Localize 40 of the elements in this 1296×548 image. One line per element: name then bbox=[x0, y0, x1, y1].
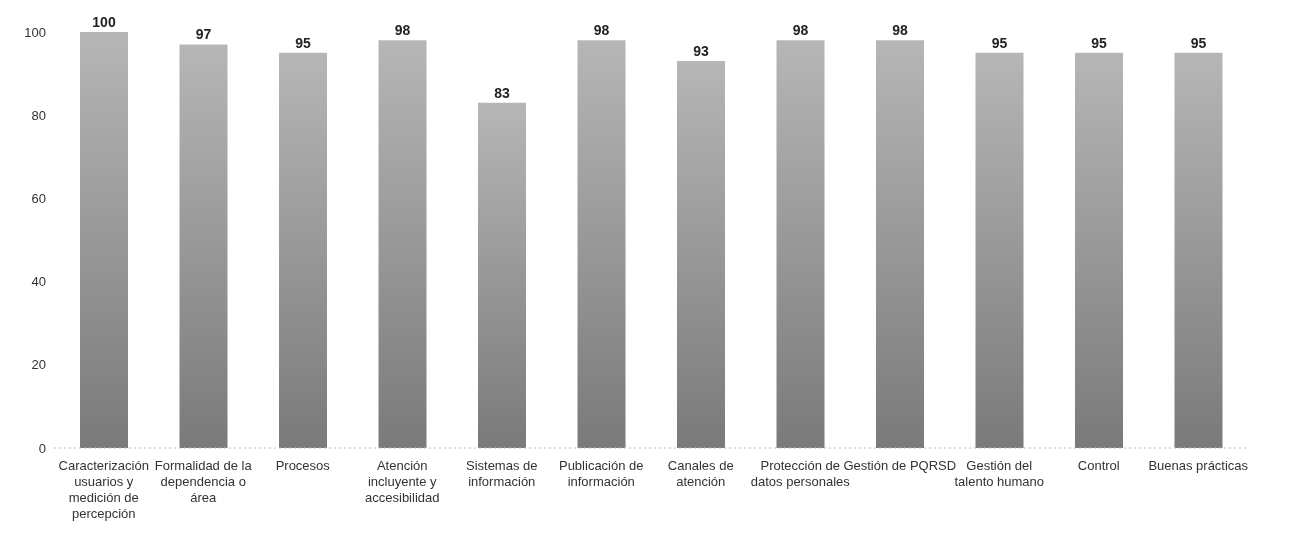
data-label: 93 bbox=[693, 43, 709, 60]
bar bbox=[1174, 52, 1223, 448]
x-tick-label: Procesos bbox=[275, 458, 331, 473]
data-label: 98 bbox=[593, 22, 610, 39]
x-tick-label: Sistemas de información bbox=[465, 458, 538, 489]
data-label: 95 bbox=[1190, 34, 1207, 51]
data-label: 100 bbox=[92, 14, 116, 30]
x-tick-label: Buenas prácticas bbox=[1148, 458, 1249, 473]
data-label: 97 bbox=[195, 26, 212, 43]
bar bbox=[80, 32, 128, 448]
bar bbox=[279, 52, 327, 448]
y-tick-label: 80 bbox=[31, 107, 46, 123]
x-tick-label: Caracterización usuarios y medición de percepción bbox=[58, 458, 149, 521]
y-tick-label: 40 bbox=[31, 274, 46, 290]
y-tick-label: 20 bbox=[31, 357, 46, 373]
y-tick-label: 0 bbox=[38, 440, 46, 456]
x-tick-label: Formalidad de la dependencia o área bbox=[154, 458, 253, 505]
y-tick-label: 100 bbox=[24, 24, 46, 40]
bar bbox=[577, 40, 626, 448]
data-label: 95 bbox=[295, 34, 311, 51]
data-label: 98 bbox=[792, 22, 809, 39]
x-tick-label: Control bbox=[1077, 458, 1120, 473]
bar bbox=[1075, 52, 1123, 448]
bar bbox=[179, 44, 228, 448]
data-label: 98 bbox=[394, 22, 411, 39]
y-tick-label: 60 bbox=[31, 191, 46, 207]
bar bbox=[677, 61, 725, 448]
bar bbox=[478, 102, 526, 448]
bar bbox=[378, 40, 427, 448]
x-tick-label: Publicación de información bbox=[558, 458, 644, 489]
x-tick-label: Gestión de PQRSD bbox=[843, 458, 957, 473]
x-tick-label: Canales de atención bbox=[667, 458, 734, 489]
data-label: 83 bbox=[494, 84, 510, 101]
x-tick-label: Atención incluyente y accesibilidad bbox=[365, 458, 440, 505]
data-label: 95 bbox=[991, 34, 1008, 51]
data-label: 98 bbox=[892, 22, 908, 39]
bar bbox=[975, 52, 1024, 448]
data-label: 95 bbox=[1091, 34, 1107, 51]
bar bbox=[876, 40, 924, 448]
bar bbox=[776, 40, 825, 448]
